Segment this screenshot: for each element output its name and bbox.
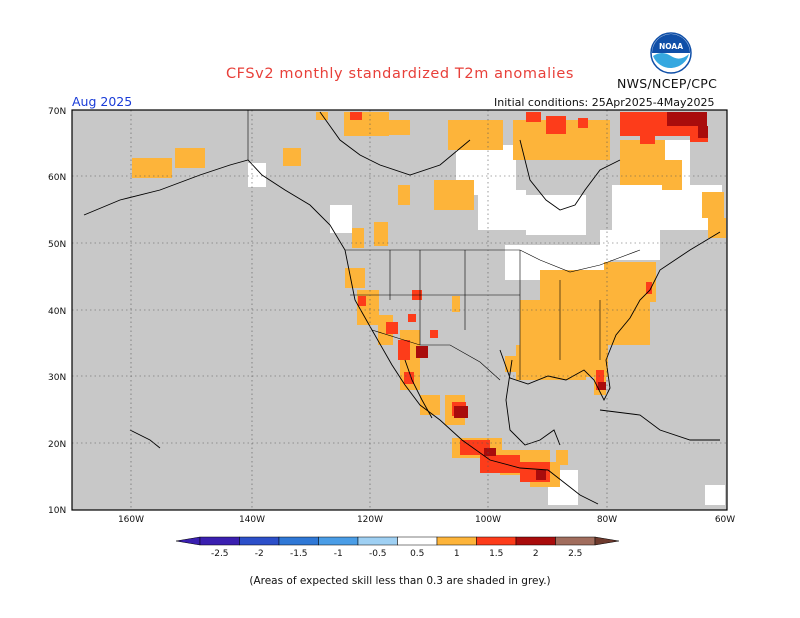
lat-label: 40N <box>48 307 66 317</box>
colorbar-arrow-high <box>594 536 620 546</box>
colorbar-tick-label: 1.5 <box>489 549 503 559</box>
lon-label: 60W <box>715 515 735 525</box>
lat-label: 10N <box>48 506 66 516</box>
initial-conditions-label: Initial conditions: 25Apr2025-4May2025 <box>494 96 715 109</box>
logo-text: NOAA <box>659 42 683 51</box>
colorbar-tick-label: -2.5 <box>211 549 229 559</box>
colorbar-tick-label: 1 <box>454 549 460 559</box>
colorbar-segment <box>436 536 477 546</box>
lon-label: 80W <box>597 515 617 525</box>
colorbar-tick-label: 2 <box>533 549 539 559</box>
colorbar-segment <box>357 536 398 546</box>
colorbar-tick-label: -1.5 <box>290 549 308 559</box>
colorbar-segment <box>476 536 517 546</box>
coastlines <box>83 111 721 505</box>
lat-label: 50N <box>48 240 66 250</box>
lat-label: 60N <box>48 173 66 183</box>
map-frame <box>71 109 728 511</box>
anomaly-1-5-to-2 <box>416 112 708 480</box>
colorbar-segment <box>278 536 319 546</box>
lon-label: 160W <box>118 515 144 525</box>
colorbar-segment <box>199 536 240 546</box>
colorbar-segment <box>239 536 280 546</box>
colorbar-segment <box>318 536 359 546</box>
colorbar-tick-label: 0.5 <box>410 549 424 559</box>
colorbar-tick-label: -0.5 <box>369 549 387 559</box>
noaa-logo: NOAA <box>650 32 692 74</box>
lat-label: 70N <box>48 107 66 117</box>
colorbar-segment <box>555 536 596 546</box>
gridlines <box>72 110 727 510</box>
lon-label: 100W <box>475 515 501 525</box>
colorbar-segment <box>397 536 438 546</box>
colorbar-arrow-low <box>175 536 201 546</box>
colorbar-tick-label: 2.5 <box>568 549 582 559</box>
colorbar: -2.5 -2 -1.5 -1 -0.5 0.5 1 1.5 2 2.5 <box>175 536 620 559</box>
colorbar-tick-label: -1 <box>334 549 343 559</box>
target-month-label: Aug 2025 <box>72 94 133 109</box>
anomaly-0-5-to-1 <box>132 112 726 487</box>
footnote: (Areas of expected skill less than 0.3 a… <box>249 575 551 587</box>
colorbar-segment <box>515 536 556 546</box>
lat-label: 30N <box>48 373 66 383</box>
agency-label: NWS/NCEP/CPC <box>617 76 718 91</box>
lat-label: 20N <box>48 440 66 450</box>
chart-title: CFSv2 monthly standardized T2m anomalies <box>225 66 575 82</box>
colorbar-tick-label: -2 <box>255 549 264 559</box>
lon-label: 120W <box>357 515 383 525</box>
lon-label: 140W <box>239 515 265 525</box>
